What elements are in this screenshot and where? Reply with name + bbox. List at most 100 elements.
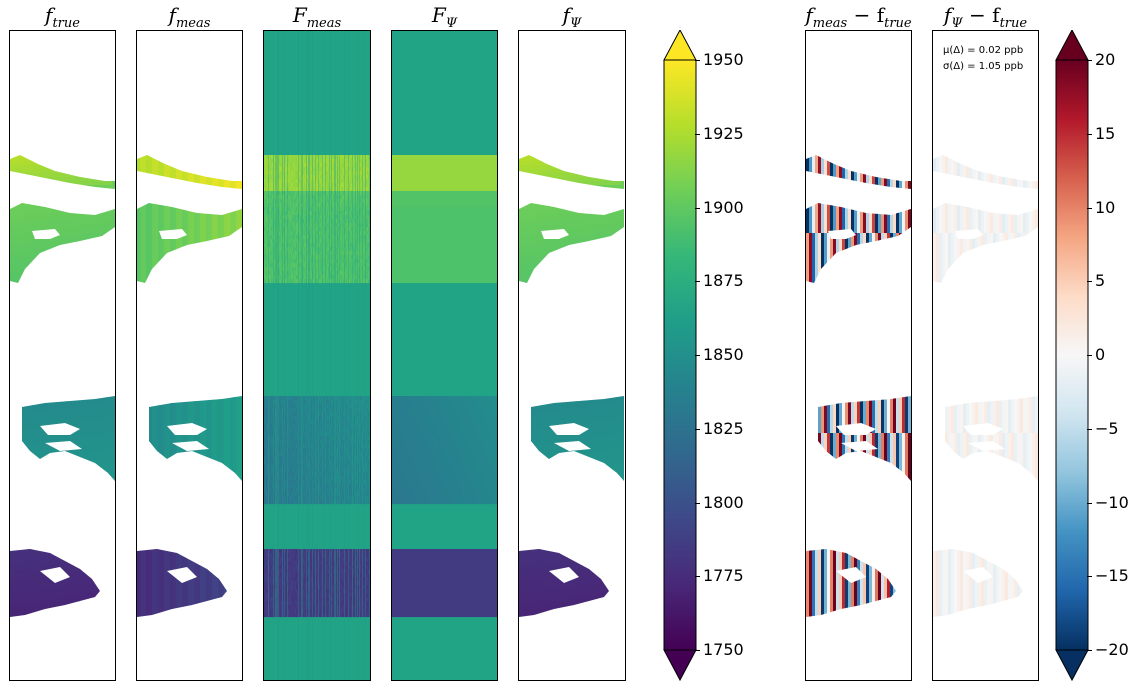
land-field xyxy=(10,155,115,617)
stripe xyxy=(282,31,283,680)
panel-F-psi-image xyxy=(392,31,497,680)
stripe xyxy=(276,31,277,680)
colorbar-extend-bottom xyxy=(1055,649,1089,682)
stripe xyxy=(298,31,299,680)
land-field xyxy=(806,155,911,617)
panel-f-psi-image xyxy=(519,155,624,617)
panel-title-diff_psi: fΨ − ftrue xyxy=(932,3,1039,31)
panel-f-true xyxy=(9,30,116,681)
colorbar-extend-bottom xyxy=(663,649,697,682)
land-gap xyxy=(549,423,589,435)
land-gap xyxy=(549,567,579,583)
panel-f-meas-image xyxy=(137,155,242,617)
land-gap xyxy=(554,441,591,451)
colorbar-extend-top xyxy=(663,30,697,61)
stripe xyxy=(357,31,358,680)
land-gap xyxy=(968,441,1005,451)
stats-mean: μ(Δ) = 0.02 ppb xyxy=(943,43,1023,59)
colorbar-tick-mark xyxy=(1087,650,1092,651)
stripe xyxy=(308,31,309,680)
colorbar-tick-label: 20 xyxy=(1095,52,1115,68)
land-gap xyxy=(172,441,209,451)
land-gap xyxy=(963,423,1003,435)
colorbar-tick-label: 1800 xyxy=(703,494,744,511)
stripe xyxy=(348,31,349,680)
stats-box: μ(Δ) = 0.02 ppb σ(Δ) = 1.05 ppb xyxy=(943,43,1023,75)
colorbar-tick-label: 1750 xyxy=(703,642,744,658)
land-gap xyxy=(828,229,856,239)
stripe xyxy=(322,31,323,680)
land-gap xyxy=(963,567,993,583)
colorbar-tick-mark xyxy=(1087,281,1092,283)
stripe xyxy=(325,31,326,680)
stripe xyxy=(302,31,303,680)
colorbar-tick-mark xyxy=(695,355,700,356)
colorbar-tick-mark xyxy=(1087,355,1092,356)
panel-title-f_meas: fmeas xyxy=(136,3,243,31)
colorbar-gradient xyxy=(1056,60,1088,650)
stripe xyxy=(268,31,269,680)
colorbar-tick-label: 1900 xyxy=(703,199,744,216)
panel-diff-meas xyxy=(805,30,912,681)
stripe xyxy=(301,31,302,680)
land-gap xyxy=(841,441,878,451)
stripe xyxy=(306,31,307,680)
colorbar-tick-mark xyxy=(695,428,700,430)
stripe xyxy=(284,31,285,680)
land-gap xyxy=(541,229,569,239)
panel-diff-meas-image xyxy=(806,155,911,617)
panel-f-true-image xyxy=(10,155,115,617)
land-gap xyxy=(167,567,197,583)
colorbar-tick-label: 1950 xyxy=(703,52,744,68)
stripe xyxy=(329,31,330,680)
colorbar-tick-mark xyxy=(695,502,700,504)
colorbar-tick-label: 0 xyxy=(1095,347,1105,363)
land-gap xyxy=(45,441,82,451)
stripe xyxy=(315,31,316,680)
panel-diff-psi: μ(Δ) = 0.02 ppb σ(Δ) = 1.05 ppb xyxy=(932,30,1039,681)
colorbar-tick-mark xyxy=(695,60,700,61)
stripe xyxy=(335,31,336,680)
stripe xyxy=(275,31,276,680)
panel-title-f_true: ftrue xyxy=(9,3,116,31)
panel-F-meas xyxy=(263,30,371,681)
colorbar-rdbu xyxy=(1055,30,1089,682)
colorbar-tick-label: 15 xyxy=(1095,125,1115,142)
stripe xyxy=(359,31,360,680)
stripe xyxy=(312,31,313,680)
colorbar-tick-label: −20 xyxy=(1095,642,1128,658)
colorbar-tick-mark xyxy=(1087,428,1092,430)
colorbar-gradient xyxy=(664,60,696,650)
land-field xyxy=(137,155,242,617)
stats-std: σ(Δ) = 1.05 ppb xyxy=(943,59,1023,75)
colorbar-tick-label: 1875 xyxy=(703,273,744,289)
stripe xyxy=(337,31,338,680)
land-gap xyxy=(167,423,207,435)
land-gap xyxy=(955,229,983,239)
stripe xyxy=(334,31,335,680)
colorbar-tick-mark xyxy=(1087,60,1092,61)
colorbar-tick-label: 1850 xyxy=(703,347,744,363)
panel-f-psi xyxy=(518,30,626,681)
colorbar-tick-mark xyxy=(1087,133,1092,135)
colorbar-tick-mark xyxy=(695,576,700,578)
colorbar-tick-label: 1775 xyxy=(703,568,744,584)
panel-f-meas xyxy=(136,30,243,681)
panel-title-diff_meas: fmeas − ftrue xyxy=(805,3,912,31)
colorbar-tick-mark xyxy=(1087,502,1092,504)
stripe xyxy=(277,31,278,680)
colorbar-tick-mark xyxy=(1087,207,1092,209)
stripe xyxy=(273,31,274,680)
stripe xyxy=(278,31,279,680)
colorbar-tick-label: 1825 xyxy=(703,420,744,437)
land-gap xyxy=(836,567,866,583)
stripe xyxy=(331,31,332,680)
panel-F-meas-image xyxy=(264,31,370,680)
stripe xyxy=(339,31,340,680)
panel-F-psi xyxy=(391,30,498,681)
stripe xyxy=(362,31,363,680)
colorbar-tick-mark xyxy=(695,133,700,135)
colorbar-tick-label: −15 xyxy=(1095,568,1128,584)
stripe xyxy=(369,31,370,680)
land-gap xyxy=(40,423,80,435)
